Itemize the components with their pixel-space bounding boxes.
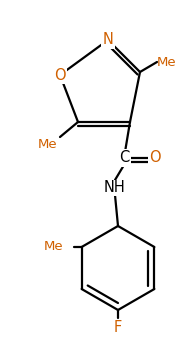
Text: N: N [102,32,113,47]
Text: Me: Me [38,139,58,151]
Text: C: C [119,150,129,165]
Text: F: F [114,320,122,335]
Text: O: O [54,67,66,82]
Text: NH: NH [104,180,126,195]
Text: Me: Me [157,55,177,68]
Text: Me: Me [44,240,63,253]
Text: O: O [149,150,161,165]
